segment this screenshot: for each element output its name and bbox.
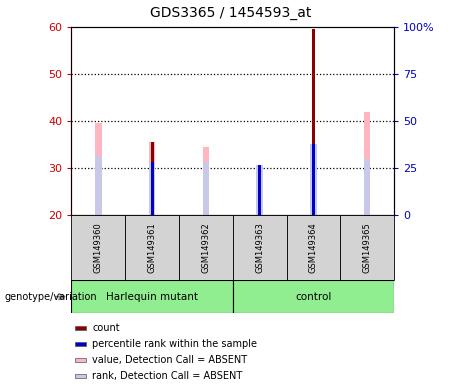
Bar <box>364 159 371 215</box>
Bar <box>71 215 125 280</box>
Text: GSM149364: GSM149364 <box>309 222 318 273</box>
Bar <box>258 165 261 215</box>
Bar <box>310 144 317 215</box>
Bar <box>125 215 179 280</box>
Text: GDS3365 / 1454593_at: GDS3365 / 1454593_at <box>150 7 311 20</box>
Bar <box>312 144 315 215</box>
Bar <box>340 215 394 280</box>
Text: value, Detection Call = ABSENT: value, Detection Call = ABSENT <box>92 355 248 365</box>
Bar <box>203 147 209 215</box>
Bar <box>256 165 263 215</box>
Bar <box>95 156 101 215</box>
Bar <box>203 162 209 215</box>
Text: percentile rank within the sample: percentile rank within the sample <box>92 339 257 349</box>
Bar <box>75 358 86 362</box>
Text: GSM149362: GSM149362 <box>201 222 210 273</box>
Text: GSM149361: GSM149361 <box>148 222 157 273</box>
Bar <box>312 29 315 215</box>
Bar <box>310 144 317 215</box>
Bar <box>95 123 101 215</box>
Bar <box>71 280 233 313</box>
Bar <box>149 142 155 215</box>
Text: GSM149360: GSM149360 <box>94 222 103 273</box>
Text: genotype/variation: genotype/variation <box>5 291 97 302</box>
Bar <box>75 342 86 346</box>
Bar <box>364 112 371 215</box>
Text: rank, Detection Call = ABSENT: rank, Detection Call = ABSENT <box>92 371 242 381</box>
Bar <box>149 162 155 215</box>
Bar <box>233 280 394 313</box>
Text: count: count <box>92 323 120 333</box>
Bar <box>287 215 340 280</box>
Bar <box>75 374 86 379</box>
Bar <box>151 162 154 215</box>
Text: Harlequin mutant: Harlequin mutant <box>106 291 198 302</box>
Text: GSM149365: GSM149365 <box>363 222 372 273</box>
Bar <box>256 170 263 215</box>
Text: control: control <box>296 291 331 302</box>
Text: GSM149363: GSM149363 <box>255 222 264 273</box>
Bar <box>179 215 233 280</box>
Bar <box>233 215 287 280</box>
Bar <box>75 326 86 330</box>
Bar <box>151 142 154 215</box>
